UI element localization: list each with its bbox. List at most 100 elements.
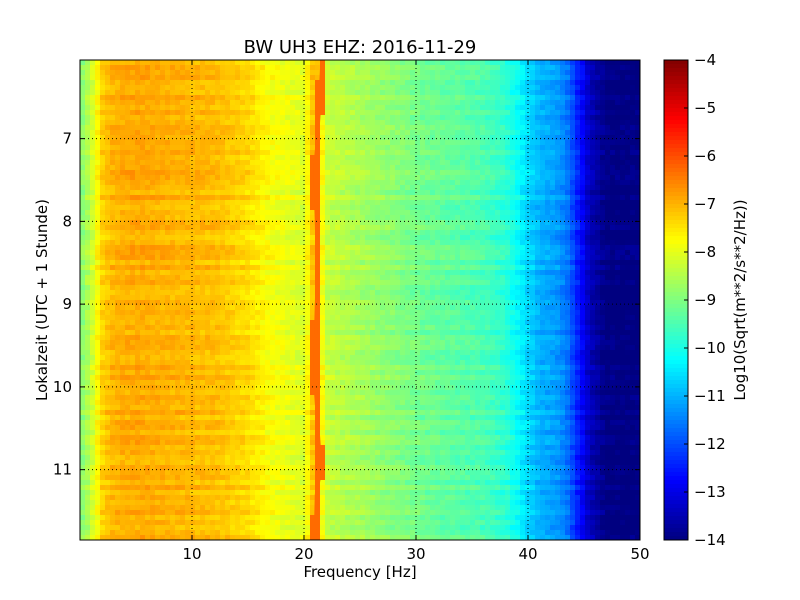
heatmap-cell (240, 240, 246, 246)
heatmap-cell (415, 250, 421, 256)
heatmap-cell (365, 175, 371, 181)
heatmap-cell (635, 210, 641, 216)
heatmap-cell (520, 100, 526, 106)
heatmap-cell (95, 125, 101, 131)
heatmap-cell (180, 260, 186, 266)
heatmap-cell (440, 260, 446, 266)
heatmap-cell (260, 150, 266, 156)
heatmap-cell (600, 145, 606, 151)
heatmap-cell (615, 215, 621, 221)
heatmap-cell (490, 125, 496, 131)
heatmap-cell (555, 235, 561, 241)
heatmap-cell (545, 75, 551, 81)
heatmap-cell (365, 95, 371, 101)
heatmap-cell (490, 220, 496, 226)
heatmap-cell (385, 210, 391, 216)
heatmap-cell (575, 115, 581, 121)
heatmap-cell (570, 275, 576, 281)
heatmap-cell (245, 80, 251, 86)
heatmap-cell (530, 165, 536, 171)
heatmap-cell (465, 215, 471, 221)
heatmap-cell (190, 225, 196, 231)
heatmap-cell (135, 120, 141, 126)
heatmap-cell (405, 255, 411, 261)
heatmap-cell (465, 115, 471, 121)
heatmap-cell (185, 160, 191, 166)
heatmap-cell (550, 105, 556, 111)
heatmap-cell (335, 275, 341, 281)
heatmap-cell (315, 150, 321, 156)
heatmap-cell (105, 235, 111, 241)
heatmap-cell (255, 190, 261, 196)
heatmap-cell (240, 75, 246, 81)
heatmap-cell (380, 230, 386, 236)
heatmap-cell (635, 220, 641, 226)
heatmap-cell (410, 180, 416, 186)
heatmap-cell (430, 170, 436, 176)
heatmap-cell (315, 185, 321, 191)
heatmap-cell (95, 80, 101, 86)
heatmap-cell (390, 80, 396, 86)
heatmap-cell (535, 60, 541, 66)
heatmap-cell (555, 125, 561, 131)
heatmap-cell (530, 105, 536, 111)
heatmap-cell (490, 245, 496, 251)
heatmap-cell (330, 140, 336, 146)
heatmap-cell (110, 110, 116, 116)
heatmap-cell (235, 115, 241, 121)
heatmap-cell (260, 175, 266, 181)
heatmap-cell (205, 90, 211, 96)
heatmap-cell (310, 110, 316, 116)
heatmap-cell (330, 235, 336, 241)
heatmap-cell (455, 235, 461, 241)
heatmap-cell (190, 80, 196, 86)
heatmap-cell (395, 140, 401, 146)
heatmap-cell (365, 215, 371, 221)
heatmap-cell (160, 270, 166, 276)
heatmap-cell (310, 135, 316, 141)
heatmap-cell (430, 100, 436, 106)
heatmap-cell (145, 120, 151, 126)
heatmap-cell (225, 220, 231, 226)
heatmap-cell (160, 100, 166, 106)
heatmap-cell (420, 255, 426, 261)
heatmap-cell (570, 70, 576, 76)
heatmap-cell (500, 115, 506, 121)
heatmap-cell (410, 210, 416, 216)
heatmap-cell (600, 130, 606, 136)
heatmap-cell (365, 135, 371, 141)
heatmap-cell (185, 115, 191, 121)
heatmap-cell (455, 140, 461, 146)
heatmap-cell (275, 115, 281, 121)
heatmap-cell (90, 190, 96, 196)
heatmap-cell (235, 80, 241, 86)
heatmap-cell (525, 195, 531, 201)
heatmap-cell (610, 85, 616, 91)
heatmap-cell (415, 220, 421, 226)
heatmap-cell (395, 205, 401, 211)
heatmap-cell (140, 175, 146, 181)
heatmap-cell (310, 235, 316, 241)
heatmap-cell (560, 145, 566, 151)
heatmap-cell (560, 235, 566, 241)
heatmap-cell (180, 120, 186, 126)
heatmap-cell (420, 115, 426, 121)
heatmap-cell (270, 110, 276, 116)
heatmap-cell (110, 210, 116, 216)
heatmap-cell (580, 150, 586, 156)
heatmap-cell (335, 145, 341, 151)
heatmap-cell (165, 60, 171, 66)
heatmap-cell (300, 60, 306, 66)
heatmap-cell (560, 160, 566, 166)
heatmap-cell (150, 210, 156, 216)
heatmap-cell (135, 160, 141, 166)
heatmap-cell (405, 175, 411, 181)
heatmap-cell (525, 160, 531, 166)
heatmap-cell (590, 250, 596, 256)
heatmap-cell (220, 125, 226, 131)
heatmap-cell (240, 205, 246, 211)
heatmap-cell (485, 150, 491, 156)
heatmap-cell (595, 205, 601, 211)
heatmap-cell (560, 140, 566, 146)
heatmap-cell (355, 125, 361, 131)
